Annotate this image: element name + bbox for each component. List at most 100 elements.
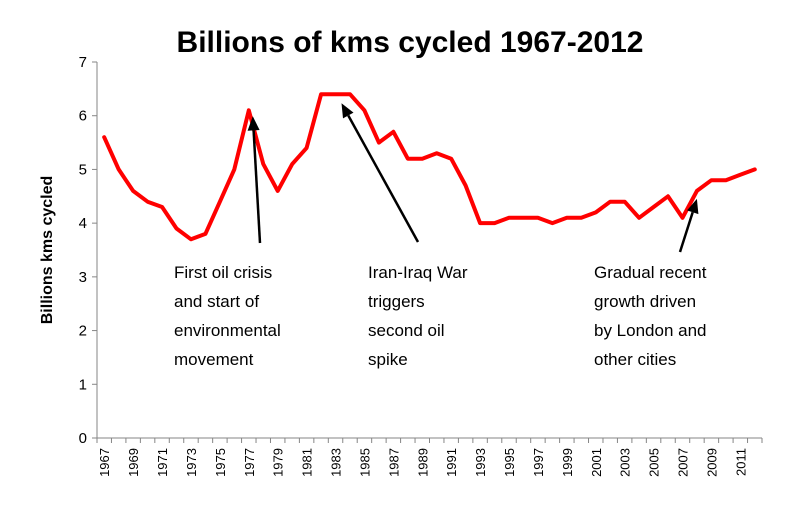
data-point — [132, 190, 134, 192]
data-point — [508, 217, 510, 219]
data-point — [551, 222, 553, 224]
annotation: Iran-Iraq War triggers second oil spike — [341, 103, 468, 369]
data-point — [262, 163, 264, 165]
data-point — [436, 152, 438, 154]
data-point — [306, 147, 308, 149]
data-point — [421, 158, 423, 160]
axes: 0 1 2 3 4 5 6 7 1967 1969 1971 1973 1975 1977 1979 1981… — [79, 54, 763, 477]
annotation-arrow-head — [247, 116, 260, 131]
data-point — [392, 131, 394, 133]
data-point — [147, 201, 149, 203]
data-point — [595, 211, 597, 213]
data-point — [176, 228, 177, 229]
x-tick-label: 1995 — [502, 448, 517, 477]
x-tick-label: 1981 — [300, 448, 315, 477]
x-tick-label: 1977 — [242, 448, 257, 477]
data-point — [624, 201, 626, 203]
y-tick-label: 7 — [79, 54, 87, 71]
x-tick-label: 1983 — [329, 448, 344, 477]
annotation-text: triggers — [368, 292, 425, 311]
data-point — [407, 158, 409, 160]
annotation-text: Iran-Iraq War — [368, 263, 468, 282]
annotation-arrow-head — [341, 103, 354, 119]
data-point — [739, 174, 741, 176]
data-point — [335, 93, 336, 95]
x-tick-label: 1989 — [415, 448, 430, 477]
annotation: First oil crisis and start of environmenta… — [174, 116, 281, 369]
series-line — [102, 92, 757, 242]
annotation-text: movement — [174, 350, 254, 369]
data-point — [638, 217, 640, 219]
annotation-text: spike — [368, 350, 408, 369]
x-tick-label: 1979 — [271, 448, 286, 477]
data-point — [450, 158, 452, 160]
chart-title: Billions of kms cycled 1967-2012 — [177, 26, 644, 59]
data-point — [465, 185, 467, 186]
y-axis-label: Billions kms cycled — [39, 176, 56, 325]
annotation-arrow-shaft — [347, 114, 420, 243]
x-tick-label: 1993 — [473, 448, 488, 477]
x-tick-label: 2005 — [647, 448, 662, 477]
data-point — [494, 222, 496, 224]
x-tick-label: 2007 — [675, 448, 690, 477]
data-point — [537, 217, 539, 219]
y-tick-label: 2 — [79, 323, 87, 340]
data-point — [710, 179, 712, 181]
annotation-arrow-shaft — [678, 211, 694, 253]
data-point — [725, 179, 727, 181]
data-point — [653, 206, 655, 208]
y-tick-label: 3 — [79, 269, 87, 286]
annotation-text: second oil — [368, 321, 445, 340]
x-tick-label: 1971 — [155, 448, 170, 477]
data-point — [523, 217, 524, 219]
x-tick-label: 2011 — [733, 448, 748, 476]
data-point — [190, 238, 192, 240]
x-tick-label: 1969 — [126, 448, 141, 477]
x-tick-label: 1987 — [386, 448, 401, 477]
y-tick-label: 6 — [79, 108, 87, 125]
data-point — [233, 168, 235, 170]
data-point — [696, 190, 698, 192]
data-point — [682, 217, 683, 219]
y-tick-label: 0 — [79, 430, 87, 447]
annotation-arrow-shaft — [252, 130, 262, 244]
data-point — [291, 163, 293, 165]
data-point — [479, 222, 481, 224]
annotation-text: and start of — [174, 292, 259, 311]
annotation-arrow-head — [687, 198, 699, 215]
x-tick-label: 2009 — [704, 448, 719, 477]
data-point — [349, 93, 351, 95]
x-tick-label: 1967 — [97, 448, 112, 477]
annotation: Gradual recent growth driven by London and… — [594, 198, 707, 369]
data-point — [609, 201, 611, 203]
y-tick-label: 4 — [79, 215, 87, 232]
data-point — [277, 190, 279, 192]
x-tick-label: 2003 — [618, 448, 633, 477]
data-point — [566, 217, 568, 219]
series-group — [102, 92, 757, 242]
annotations-group: First oil crisis and start of environmenta… — [174, 103, 707, 369]
data-point — [378, 142, 380, 144]
x-tick-label: 1973 — [184, 448, 199, 477]
data-point — [248, 109, 250, 111]
data-point — [580, 217, 582, 219]
annotation-text: by London and — [594, 321, 707, 340]
data-point — [103, 136, 105, 138]
data-point — [667, 195, 669, 197]
annotation-text: growth driven — [594, 292, 696, 311]
data-point — [363, 109, 365, 111]
annotation-text: other cities — [594, 350, 676, 369]
x-tick-label: 1985 — [357, 448, 372, 477]
data-point — [320, 93, 322, 95]
data-point — [118, 168, 120, 170]
annotation-text: environmental — [174, 321, 281, 340]
x-tick-label: 2001 — [589, 448, 604, 477]
annotation-text: Gradual recent — [594, 263, 707, 282]
data-point — [754, 168, 756, 170]
x-tick-label: 1999 — [560, 448, 575, 477]
y-tick-label: 1 — [79, 376, 87, 393]
y-tick-label: 5 — [79, 161, 87, 178]
data-point — [161, 206, 163, 208]
